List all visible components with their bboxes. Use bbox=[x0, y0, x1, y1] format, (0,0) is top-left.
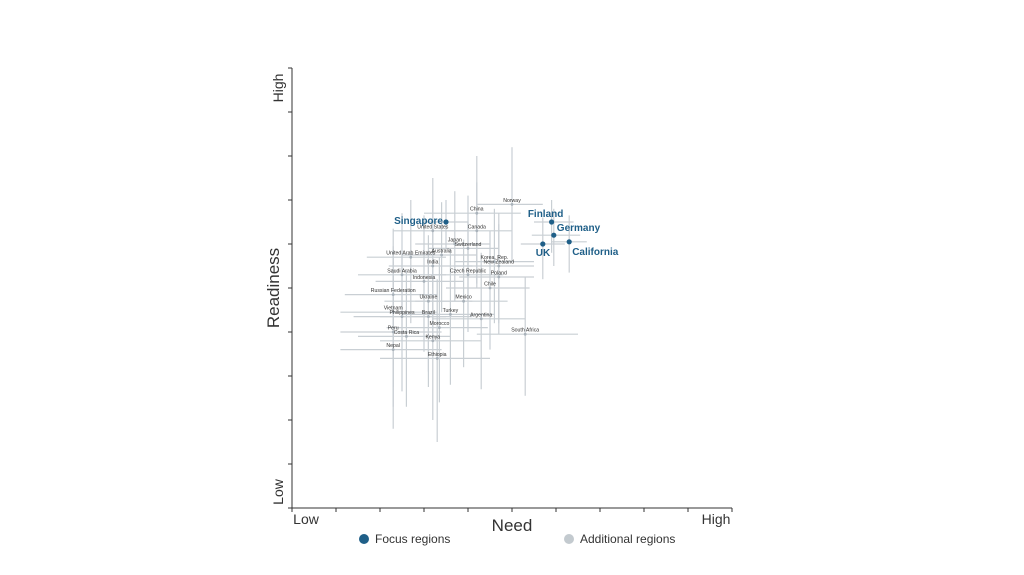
label-germany: Germany bbox=[557, 223, 601, 234]
y-axis-title: Readiness bbox=[264, 248, 283, 328]
label-turkey: Turkey bbox=[443, 308, 459, 314]
x-axis-title: Need bbox=[492, 516, 533, 535]
point-brazil bbox=[427, 315, 430, 318]
label-peru: Peru bbox=[388, 326, 399, 332]
point-switzerland bbox=[466, 247, 470, 250]
point-india bbox=[431, 264, 435, 268]
point-australia bbox=[440, 253, 443, 257]
label-kenya: Kenya bbox=[425, 334, 440, 340]
point-california bbox=[566, 239, 572, 245]
label-russian-federation: Russian Federation bbox=[371, 288, 416, 294]
axes: High Low Low High Readiness Need bbox=[264, 67, 733, 535]
label-switzerland: Switzerland bbox=[455, 242, 482, 248]
label-ethiopia: Ethiopia bbox=[428, 352, 447, 358]
point-russian-federation bbox=[391, 293, 395, 296]
point-new-zealand bbox=[497, 264, 501, 268]
point-morocco bbox=[438, 326, 441, 329]
point-germany bbox=[551, 232, 557, 238]
error-bars bbox=[340, 147, 587, 442]
point-japan bbox=[453, 242, 457, 246]
label-brazil: Brazil bbox=[422, 310, 435, 316]
label-united-arab-emirates: United Arab Emirates bbox=[386, 251, 435, 257]
label-uk: UK bbox=[536, 248, 551, 259]
point-saudi-arabia bbox=[400, 273, 404, 277]
label-mexico: Mexico bbox=[455, 295, 472, 301]
point-china bbox=[475, 211, 479, 215]
point-norway bbox=[510, 203, 514, 206]
label-korea-rep: Korea, Rep. bbox=[481, 255, 509, 261]
legend-additional-label: Additional regions bbox=[580, 532, 675, 546]
label-united-states: United States bbox=[417, 224, 449, 230]
point-costa-rica bbox=[405, 335, 408, 338]
x-axis-high-label: High bbox=[702, 511, 731, 527]
point-argentina bbox=[479, 317, 483, 321]
label-saudi-arabia: Saudi Arabia bbox=[387, 268, 417, 274]
legend: Focus regions Additional regions bbox=[359, 532, 675, 546]
label-california: California bbox=[572, 247, 619, 258]
label-ukraine: Ukraine bbox=[419, 295, 437, 301]
label-czech-republic: Czech Republic bbox=[450, 268, 487, 274]
label-chile: Chile bbox=[484, 282, 496, 288]
legend-additional-swatch bbox=[564, 534, 574, 544]
point-united-arab-emirates bbox=[409, 255, 413, 259]
point-canada bbox=[475, 229, 479, 233]
legend-focus-swatch bbox=[359, 534, 369, 544]
label-australia: Australia bbox=[432, 249, 452, 255]
point-singapore bbox=[443, 219, 449, 225]
point-vietnam bbox=[391, 310, 395, 314]
label-south-africa: South Africa bbox=[511, 328, 539, 334]
label-vietnam: Vietnam bbox=[384, 306, 403, 312]
point-turkey bbox=[449, 313, 452, 316]
point-kenya bbox=[431, 339, 435, 343]
point-south-africa bbox=[523, 332, 527, 336]
label-canada: Canada bbox=[468, 224, 486, 230]
point-korea-rep bbox=[493, 260, 496, 263]
y-axis-low-label: Low bbox=[270, 478, 286, 505]
label-new-zealand: New Zealand bbox=[484, 260, 515, 266]
label-indonesia: Indonesia bbox=[413, 275, 436, 281]
point-poland bbox=[497, 275, 501, 279]
point-labels: Finland Germany UK California Singapore China… bbox=[371, 198, 619, 358]
axis-ticks bbox=[288, 67, 733, 512]
point-nepal bbox=[391, 348, 395, 351]
point-ukraine bbox=[427, 299, 430, 303]
data-points bbox=[391, 203, 572, 360]
label-singapore: Singapore bbox=[394, 216, 443, 227]
label-argentina: Argentina bbox=[470, 312, 492, 318]
point-peru bbox=[391, 330, 395, 334]
label-norway: Norway bbox=[503, 198, 521, 204]
point-finland bbox=[549, 219, 555, 225]
label-nepal: Nepal bbox=[386, 343, 400, 349]
point-czech-republic bbox=[466, 273, 470, 277]
label-china: China bbox=[470, 207, 484, 213]
label-india: India bbox=[427, 260, 438, 266]
label-japan: Japan bbox=[448, 238, 462, 244]
label-finland: Finland bbox=[528, 209, 564, 220]
label-poland: Poland bbox=[491, 271, 507, 277]
point-philippines bbox=[400, 315, 404, 318]
point-mexico bbox=[462, 299, 465, 303]
point-uk bbox=[540, 241, 546, 247]
point-ethiopia bbox=[435, 357, 439, 360]
label-costa-rica: Costa Rica bbox=[394, 330, 419, 336]
point-united-states bbox=[431, 229, 435, 233]
point-indonesia bbox=[422, 280, 426, 283]
x-axis-low-label: Low bbox=[293, 511, 320, 527]
label-philippines: Philippines bbox=[389, 310, 414, 316]
legend-focus-label: Focus regions bbox=[375, 532, 450, 546]
point-chile bbox=[488, 286, 492, 290]
label-morocco: Morocco bbox=[429, 321, 449, 327]
y-axis-high-label: High bbox=[270, 74, 286, 103]
